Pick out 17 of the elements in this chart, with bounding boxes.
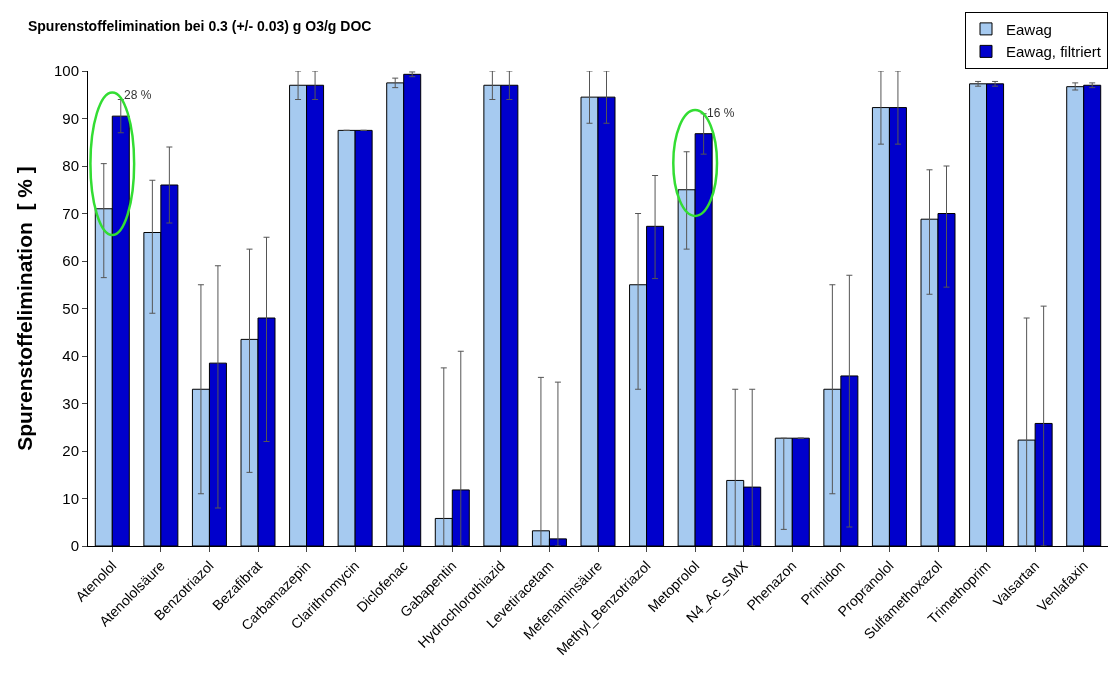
y-tick-label: 30: [62, 394, 79, 412]
y-tick-label: 0: [70, 537, 79, 555]
y-axis-title: Spurenstoffelimination [ % ]: [13, 166, 37, 451]
y-tick-label: 50: [62, 299, 79, 317]
annotation: 28 %: [124, 88, 152, 102]
y-tick-label: 40: [62, 347, 79, 365]
y-tick-label: 70: [62, 204, 79, 222]
chart-title: Spurenstoffelimination bei 0.3 (+/- 0.03) g O3/g DOC: [27, 17, 372, 34]
legend-label: Eawag, filtriert: [1006, 43, 1102, 61]
y-tick-label: 80: [62, 157, 79, 175]
y-tick-label: 90: [62, 109, 79, 127]
y-tick-label: 60: [62, 252, 79, 270]
y-tick-label: 10: [62, 489, 79, 507]
y-tick-label: 100: [53, 62, 79, 80]
annotation: 16 %: [707, 106, 735, 120]
legend-label: Eawag: [1006, 20, 1052, 38]
y-tick-label: 20: [62, 442, 79, 460]
